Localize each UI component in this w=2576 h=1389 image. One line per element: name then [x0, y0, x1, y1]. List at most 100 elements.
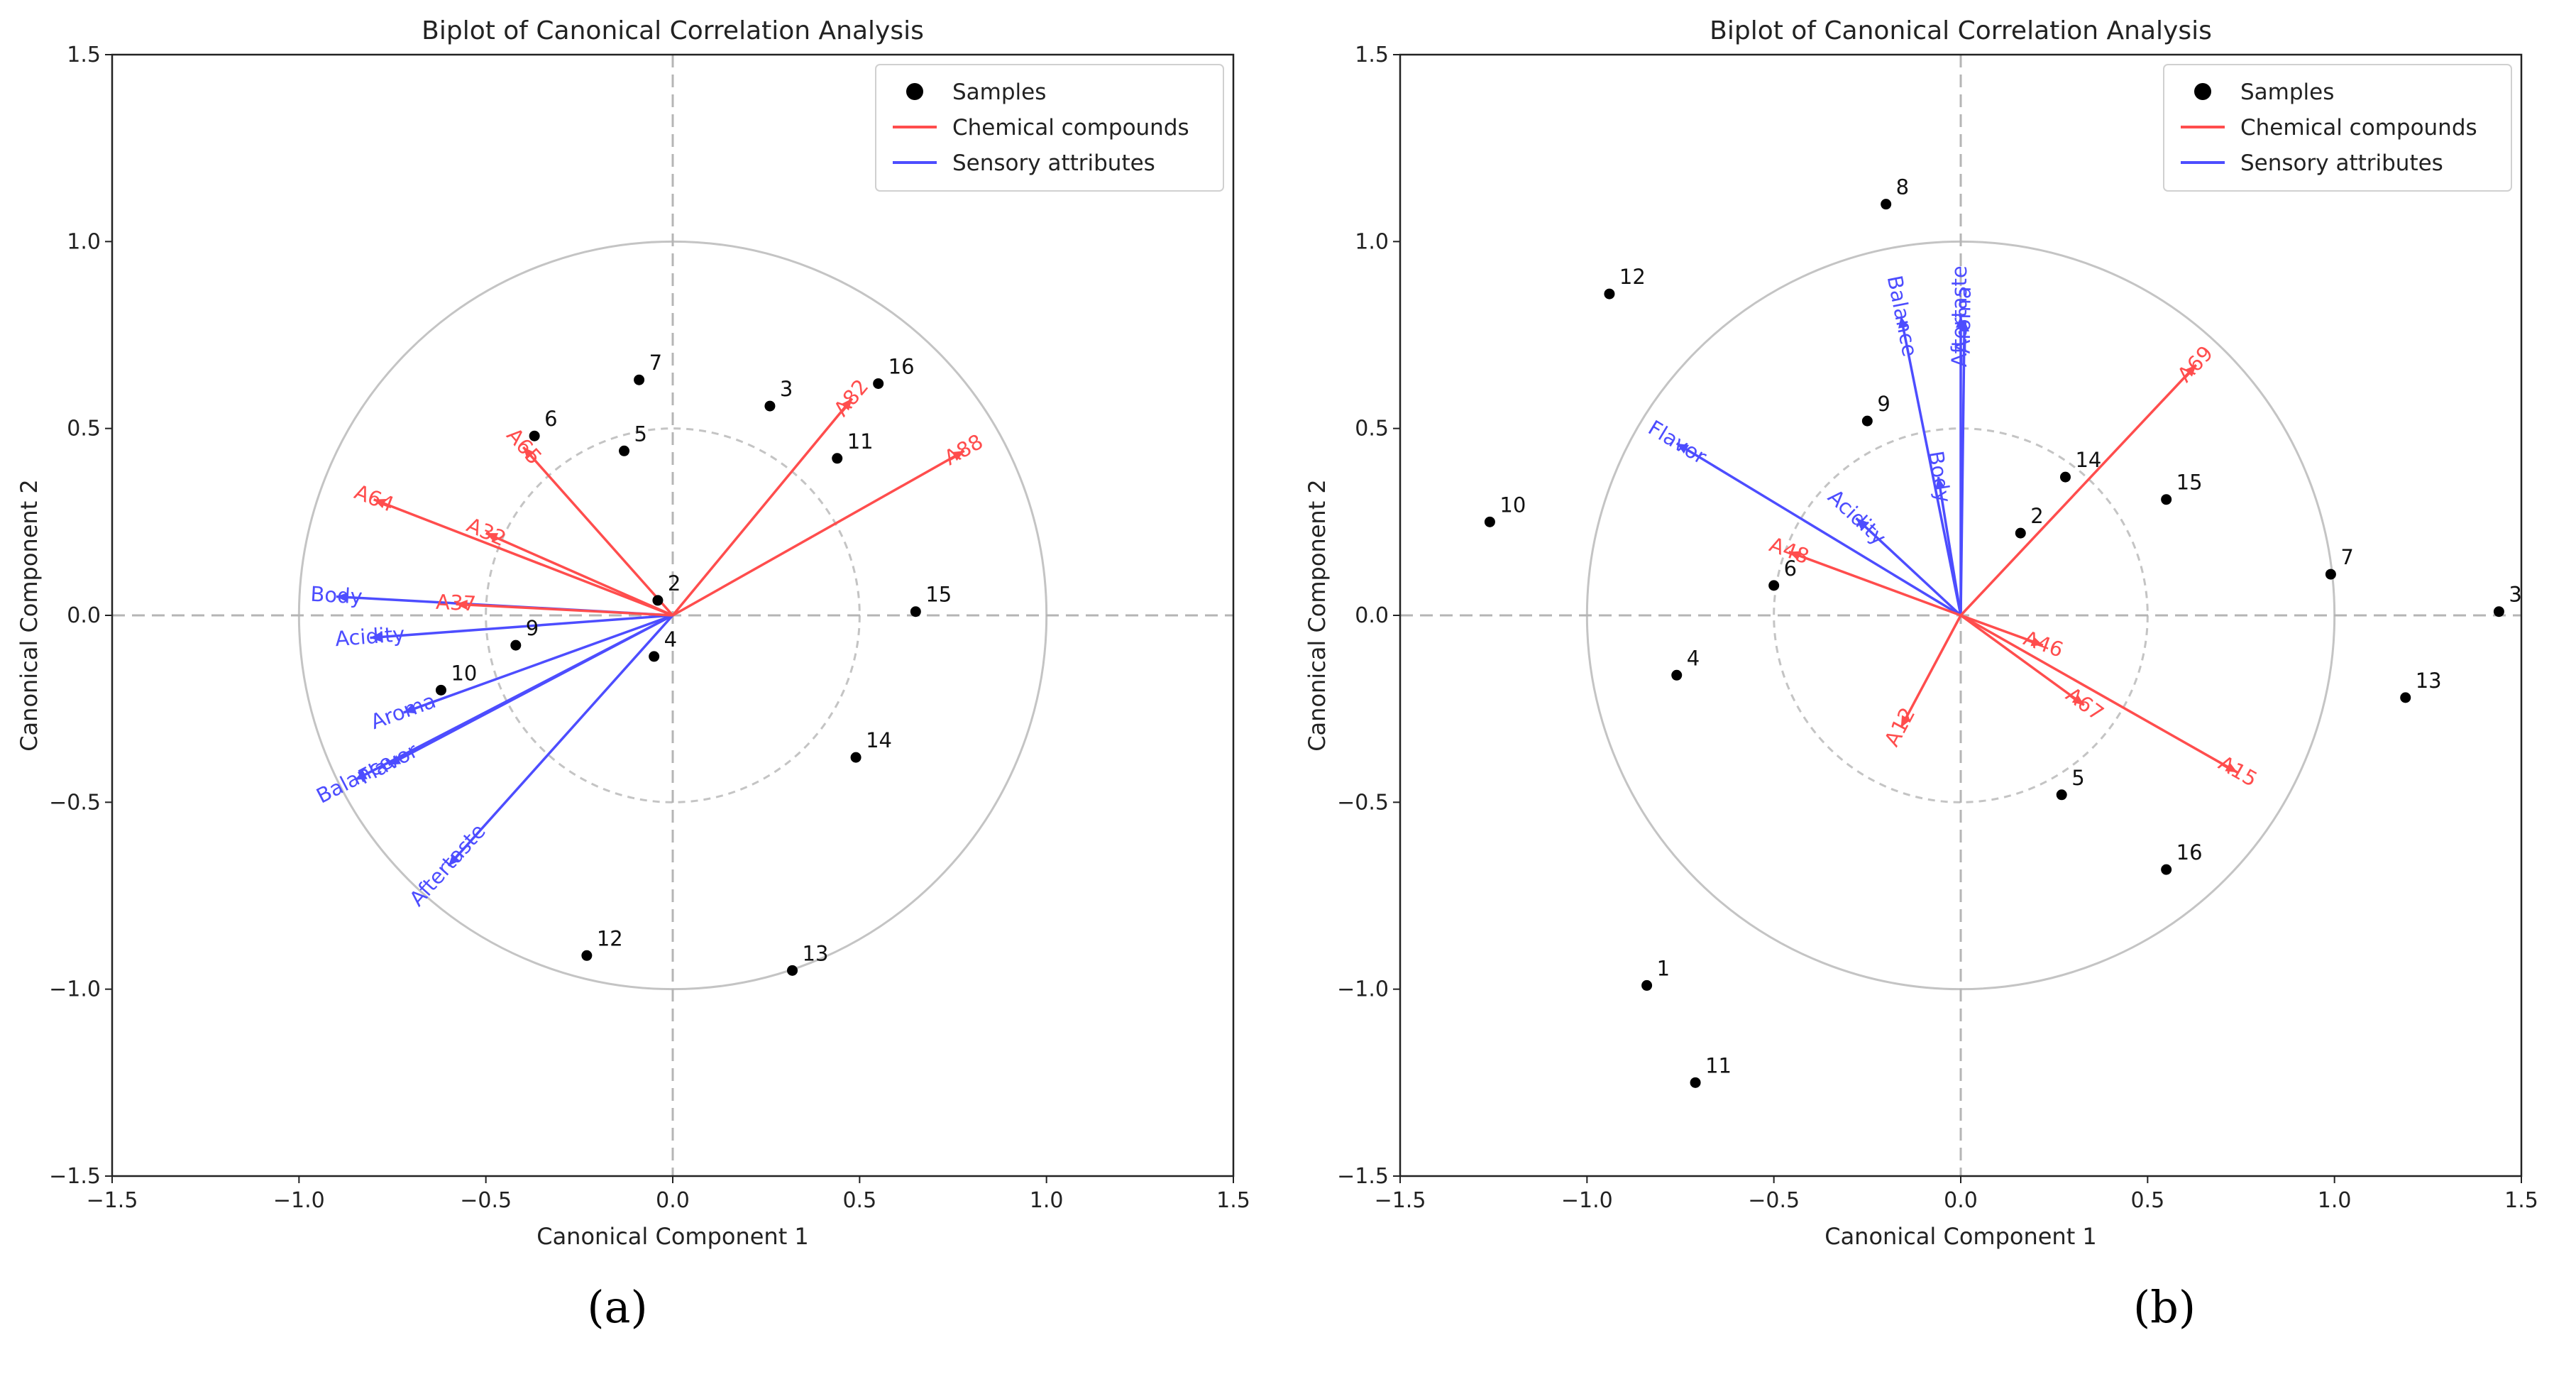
- sensory-vector-label-balance: Balance: [1883, 273, 1922, 358]
- chemical-arrowhead-a15: [2225, 762, 2238, 773]
- y-tick-label: 1.5: [67, 43, 101, 67]
- sample-label-11: 11: [1705, 1053, 1732, 1077]
- sample-point-9: [1861, 415, 1873, 427]
- chemical-vector-a64: [373, 498, 673, 617]
- y-tick-label: −1.0: [1337, 977, 1389, 1002]
- legend-label: Sensory attributes: [952, 150, 1155, 176]
- sample-point-12: [581, 950, 593, 961]
- chemical-vector-label-a46: A46: [2020, 626, 2066, 662]
- y-tick-label: −0.5: [49, 790, 101, 815]
- chemical-arrowhead-a65: [523, 447, 535, 459]
- sensory-arrowhead-aftertaste: [448, 854, 460, 866]
- sample-point-15: [910, 606, 921, 617]
- sample-label-14: 14: [2075, 448, 2101, 472]
- chemical-vector-label-a32: A32: [463, 512, 510, 551]
- sample-point-8: [1881, 199, 1892, 210]
- sensory-vector-label-aroma: Aroma: [1951, 286, 1976, 353]
- sensory-vector-label-body: Body: [310, 582, 363, 609]
- sample-point-5: [619, 445, 630, 456]
- y-axis-title: Canonical Component 2: [1304, 479, 1331, 752]
- sample-label-16: 16: [888, 354, 915, 378]
- chemical-vector-label-a82: A82: [829, 375, 873, 421]
- sensory-vector-label-aroma: Aroma: [368, 688, 439, 734]
- chemical-arrowhead-a12: [1900, 715, 1911, 728]
- sample-point-12: [1604, 288, 1615, 300]
- y-tick-label: −1.0: [49, 977, 101, 1002]
- chemical-arrowhead-a48: [1788, 551, 1802, 561]
- x-axis-title: Canonical Component 1: [1824, 1223, 2097, 1250]
- sample-label-10: 10: [451, 661, 477, 685]
- sample-point-4: [1671, 669, 1683, 681]
- legend-label: Chemical compounds: [2240, 115, 2477, 141]
- sensory-arrowhead-body: [1935, 477, 1945, 490]
- chemical-vector-a12: [1900, 615, 1962, 728]
- x-tick-label: 0.5: [842, 1188, 876, 1213]
- chemical-vector-label-a37: A37: [435, 590, 476, 616]
- sample-label-5: 5: [2071, 766, 2084, 790]
- sample-point-3: [2493, 606, 2504, 617]
- x-tick-label: −1.0: [273, 1188, 325, 1213]
- legend-box: [875, 64, 1224, 192]
- x-tick-label: −0.5: [1748, 1188, 1800, 1213]
- chemical-vector-label-a67: A67: [2062, 682, 2108, 725]
- legend-marker-samples: [906, 83, 923, 100]
- x-tick-label: 1.0: [1030, 1188, 1064, 1213]
- sample-label-5: 5: [634, 422, 647, 446]
- chemical-vector-a65: [522, 446, 674, 617]
- legend-label: Samples: [952, 79, 1046, 105]
- sample-label-10: 10: [1499, 493, 1526, 517]
- sample-point-4: [649, 651, 660, 662]
- y-tick-label: −0.5: [1337, 790, 1389, 815]
- x-tick-label: 1.0: [2318, 1188, 2352, 1213]
- sample-point-9: [510, 639, 522, 651]
- chemical-vector-a82: [671, 397, 854, 617]
- sample-point-2: [2015, 527, 2026, 539]
- sample-label-4: 4: [1687, 646, 1700, 670]
- legend-marker-samples: [2194, 83, 2211, 100]
- legend-label: Sensory attributes: [2240, 150, 2443, 176]
- sample-point-6: [1768, 580, 1780, 591]
- chemical-vector-a46: [1960, 614, 2044, 647]
- sample-point-10: [435, 684, 446, 696]
- chemical-vector-label-a64: A64: [351, 480, 397, 517]
- chemical-vector-a67: [1959, 614, 2085, 706]
- sensory-arrowhead-balance: [1898, 316, 1908, 329]
- x-tick-label: −1.0: [1561, 1188, 1613, 1213]
- sensory-vector-label-acidity: Acidity: [1823, 485, 1890, 550]
- x-tick-label: 1.5: [2504, 1188, 2538, 1213]
- chemical-vector-a88: [672, 449, 965, 617]
- x-tick-label: −1.5: [87, 1188, 138, 1213]
- chemical-vector-a32: [485, 532, 673, 617]
- sample-label-2: 2: [668, 571, 681, 595]
- sample-point-6: [529, 430, 540, 441]
- sensory-vector-label-aftertaste: Aftertaste: [1947, 265, 1971, 367]
- sample-label-12: 12: [597, 926, 623, 950]
- sample-label-15: 15: [925, 583, 952, 607]
- sample-point-10: [1484, 516, 1495, 527]
- sensory-arrowhead-balance: [355, 770, 368, 780]
- sensory-arrowhead-flavor: [1676, 443, 1690, 454]
- sample-label-3: 3: [780, 377, 793, 401]
- sample-point-14: [850, 752, 862, 763]
- sample-point-5: [2056, 789, 2067, 801]
- sample-label-15: 15: [2176, 471, 2203, 495]
- chemical-vector-label-a65: A65: [502, 423, 546, 469]
- sample-label-9: 9: [526, 616, 539, 640]
- sensory-vector-label-aftertaste: Aftertaste: [404, 819, 490, 911]
- legend-box: [2163, 64, 2512, 192]
- biplot-chart-a: Biplot of Canonical Correlation Analysis…: [16, 16, 1250, 1250]
- x-tick-label: 1.5: [1216, 1188, 1250, 1213]
- sample-point-13: [787, 965, 798, 976]
- y-tick-label: −1.5: [1337, 1164, 1389, 1189]
- sensory-vector-label-flavor: Flavor: [1644, 415, 1711, 468]
- chemical-vector-label-a12: A12: [1880, 703, 1920, 750]
- sample-point-7: [634, 374, 645, 385]
- y-tick-label: 0.0: [67, 603, 101, 628]
- sample-label-6: 6: [544, 407, 557, 431]
- panel-label-b: (b): [2132, 1281, 2196, 1333]
- sample-point-2: [652, 595, 664, 606]
- sample-point-13: [2400, 692, 2411, 703]
- y-tick-label: 1.0: [1355, 229, 1389, 254]
- sensory-vector-acidity: [1855, 517, 1962, 617]
- sample-point-7: [2325, 569, 2336, 580]
